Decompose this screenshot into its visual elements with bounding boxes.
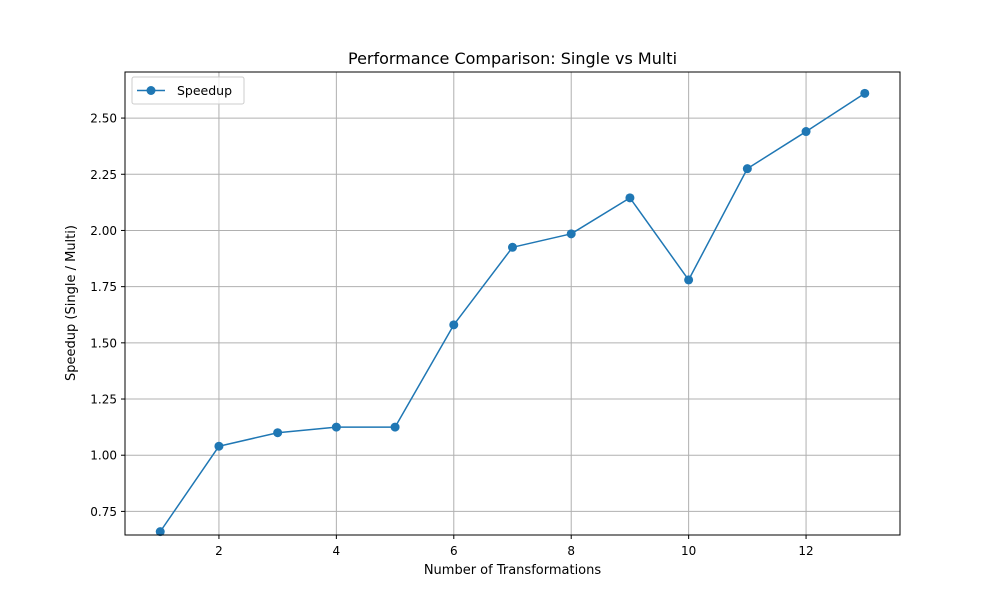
- data-point-speedup: [566, 229, 576, 239]
- axis-ticks: 2 4 6 8 10 12 0.75 1.00 1.25 1.50 1.75 2.00 2.25 2.50: [90, 112, 813, 558]
- x-tick-label: 2: [215, 544, 223, 558]
- plot-area-frame: [124, 71, 901, 536]
- data-point-speedup: [625, 193, 635, 203]
- data-point-speedup: [860, 88, 870, 98]
- x-tick-label: 10: [681, 544, 696, 558]
- x-axis-label: Number of Transformations: [424, 563, 602, 578]
- data-point-speedup: [390, 422, 400, 432]
- y-tick-label: 2.25: [90, 168, 117, 182]
- chart-title: Performance Comparison: Single vs Multi: [348, 49, 677, 68]
- y-tick-label: 1.50: [90, 336, 117, 350]
- y-tick-label: 2.50: [90, 112, 117, 126]
- grid: [125, 72, 900, 535]
- data-point-speedup: [801, 127, 811, 137]
- data-point-speedup: [684, 275, 694, 285]
- legend: Speedup: [131, 76, 245, 105]
- series-layer: [155, 88, 870, 537]
- data-point-speedup: [449, 320, 459, 330]
- data-point-speedup: [155, 527, 165, 537]
- data-point-speedup: [273, 428, 283, 438]
- x-tick-label: 4: [333, 544, 341, 558]
- data-point-speedup: [214, 441, 224, 451]
- y-tick-label: 2.00: [90, 224, 117, 238]
- y-axis-label: Speedup (Single / Multi): [64, 225, 79, 381]
- data-point-speedup: [742, 164, 752, 174]
- legend-box: [131, 76, 245, 105]
- y-tick-label: 1.75: [90, 280, 117, 294]
- data-point-speedup: [508, 242, 517, 252]
- data-point-speedup: [331, 422, 341, 432]
- y-tick-label: 1.25: [90, 393, 117, 407]
- x-tick-label: 12: [798, 544, 813, 558]
- x-tick-label: 6: [450, 544, 458, 558]
- y-tick-label: 0.75: [90, 505, 117, 519]
- x-tick-label: 8: [567, 544, 575, 558]
- y-tick-label: 1.00: [90, 449, 117, 463]
- legend-marker-swatch: [146, 86, 156, 95]
- legend-label: Speedup: [177, 83, 232, 98]
